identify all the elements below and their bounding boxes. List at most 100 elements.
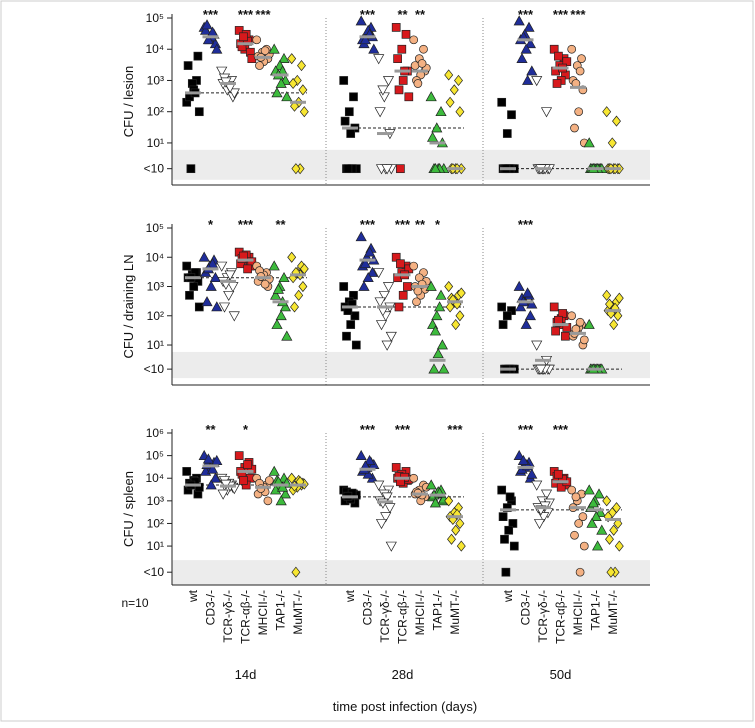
point: [567, 311, 577, 321]
point: [216, 261, 228, 272]
y-tick-label: 10¹: [147, 338, 164, 352]
point: [186, 164, 196, 174]
lod-band: [172, 560, 650, 585]
point: [382, 282, 395, 293]
significance: ***: [360, 7, 376, 22]
point: [409, 261, 419, 271]
significance: **: [275, 217, 286, 232]
point: [570, 123, 579, 133]
point: [359, 258, 371, 269]
x-tick-label: TCR-αβ-/-: [396, 590, 410, 644]
point: [451, 524, 461, 536]
point: [368, 43, 380, 54]
point: [207, 463, 219, 474]
y-tick-label: 10⁵: [146, 449, 164, 463]
point: [520, 43, 532, 54]
point: [268, 260, 280, 271]
point: [428, 363, 440, 374]
x-tick-label: wt: [343, 589, 357, 603]
point: [260, 46, 270, 56]
point: [291, 566, 301, 578]
y-tick-label: 10²: [147, 309, 164, 323]
point: [287, 251, 297, 263]
lod-band: [172, 351, 650, 379]
point: [513, 15, 525, 26]
point: [394, 302, 404, 312]
point: [346, 129, 356, 138]
point: [513, 449, 525, 460]
x-tick-label: MuMT-/-: [606, 590, 620, 635]
point: [185, 290, 194, 300]
point: [567, 44, 577, 54]
point: [255, 61, 264, 70]
point: [339, 282, 349, 291]
point: [275, 310, 287, 321]
point: [299, 106, 309, 118]
point: [381, 164, 393, 175]
x-tick-label: MuMT-/-: [448, 590, 462, 635]
point: [201, 296, 213, 307]
point: [502, 503, 512, 513]
y-tick-label: 10⁴: [145, 250, 164, 264]
group-label: 28d: [392, 667, 414, 682]
point: [385, 541, 397, 552]
point: [183, 61, 193, 70]
point: [412, 297, 421, 307]
point: [397, 44, 407, 54]
point: [434, 301, 446, 312]
x-tick-label: TAP1-/-: [274, 590, 288, 630]
point: [419, 44, 428, 54]
point: [515, 301, 527, 312]
point: [531, 340, 543, 351]
y-tick-label: 10⁴: [145, 42, 164, 56]
point: [384, 503, 396, 514]
point: [239, 476, 248, 485]
significance: ***: [518, 217, 534, 232]
point: [398, 290, 408, 300]
y-tick-label: 10⁵: [146, 221, 164, 235]
point: [531, 480, 543, 491]
point: [294, 289, 304, 301]
point: [362, 271, 374, 283]
x-tick-label: TCR-γδ-/-: [378, 590, 392, 643]
point: [613, 310, 623, 322]
significance: ***: [360, 217, 376, 232]
x-tick-label: CD3-/-: [519, 590, 533, 625]
point: [444, 495, 454, 507]
point: [429, 162, 441, 174]
y-axis-title: CFU / spleen: [121, 471, 136, 547]
x-tick-label: CD3-/-: [204, 590, 218, 625]
point: [252, 35, 262, 45]
point: [583, 318, 595, 329]
point: [592, 540, 604, 551]
point: [366, 266, 378, 277]
x-tick-label: TCR-γδ-/-: [536, 590, 550, 643]
point: [346, 320, 356, 329]
x-tick-label: TCR-αβ-/-: [239, 590, 253, 644]
group-label: 50d: [550, 667, 572, 682]
point: [409, 473, 419, 483]
point: [606, 566, 616, 578]
point: [270, 484, 282, 495]
point: [290, 301, 299, 313]
point: [275, 77, 287, 88]
point: [554, 469, 563, 479]
significance: ***: [360, 422, 376, 437]
point: [533, 519, 546, 530]
point: [507, 110, 516, 120]
point: [224, 270, 236, 281]
point: [279, 301, 291, 312]
significance: ***: [518, 422, 534, 437]
significance: ***: [395, 217, 411, 232]
point: [209, 472, 221, 483]
point: [517, 454, 529, 465]
point: [201, 19, 213, 30]
point: [522, 74, 534, 85]
point: [454, 74, 463, 87]
significance: ***: [395, 422, 411, 437]
point: [396, 164, 405, 174]
point: [340, 116, 350, 126]
point: [228, 88, 240, 99]
point: [456, 540, 466, 552]
point: [218, 302, 231, 313]
